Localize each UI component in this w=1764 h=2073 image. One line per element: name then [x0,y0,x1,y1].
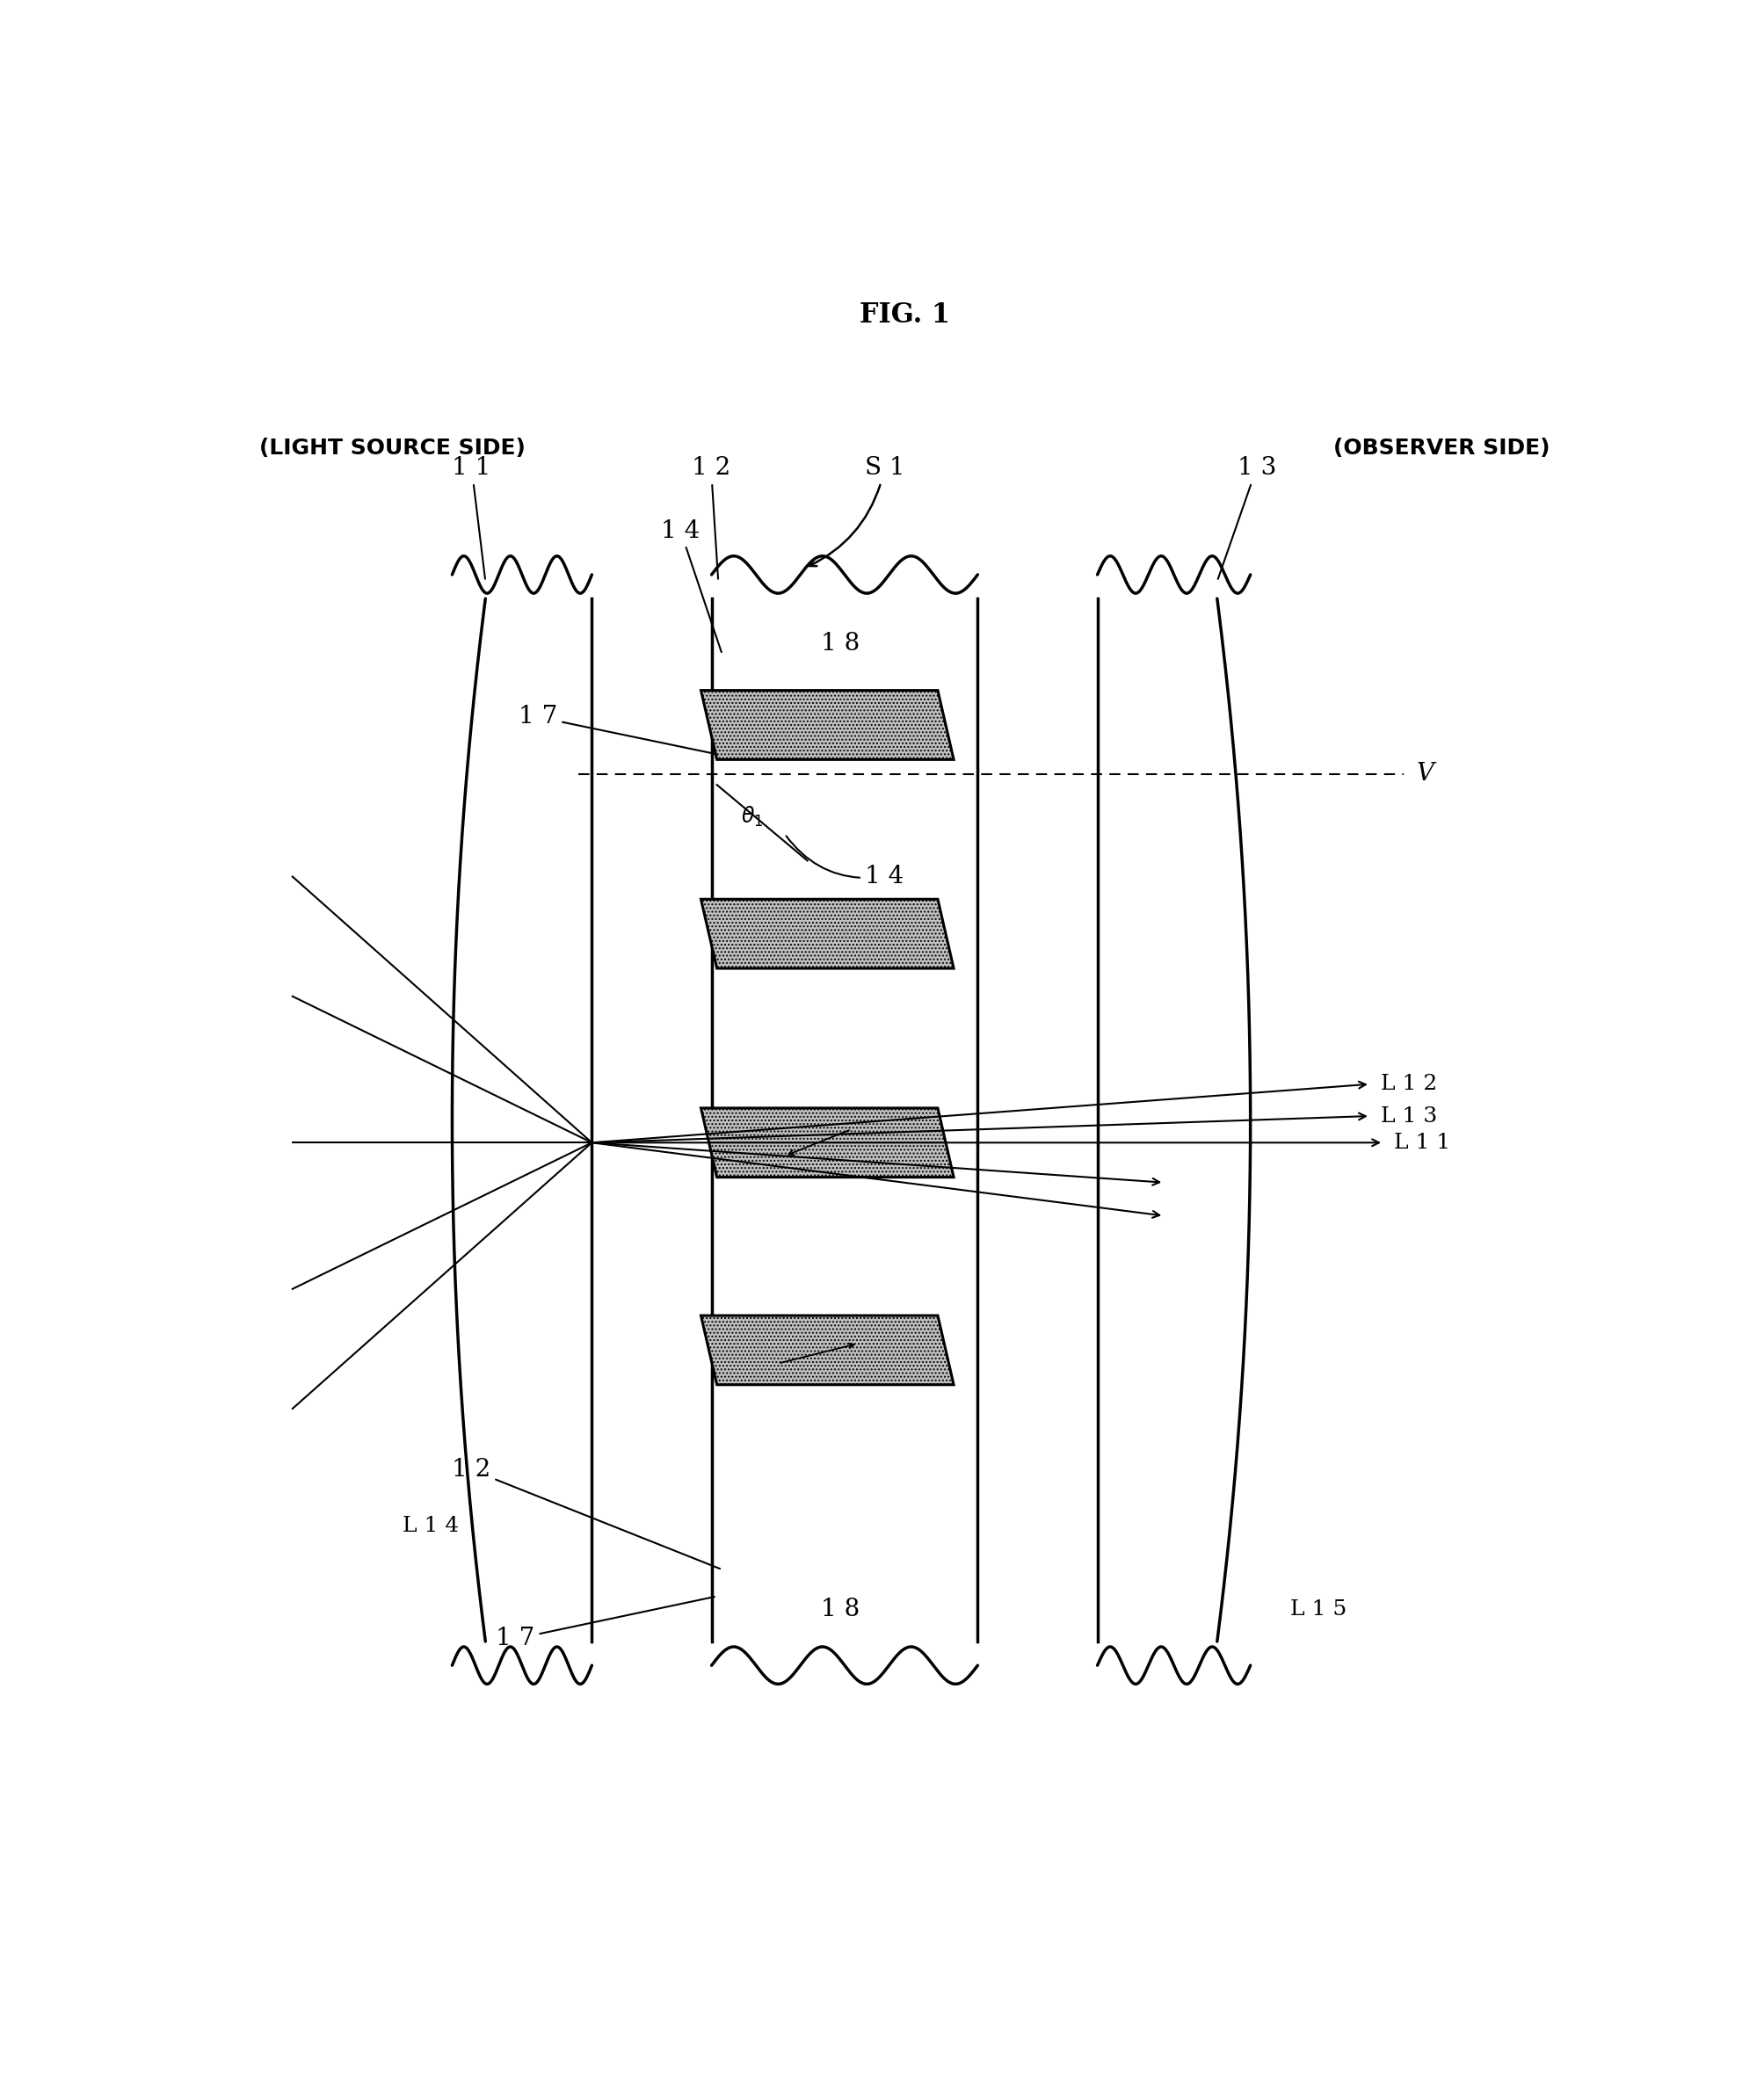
Polygon shape [700,1109,953,1177]
Text: FIG. 1: FIG. 1 [859,303,949,330]
Text: 1 8: 1 8 [820,632,859,655]
Text: 1 3: 1 3 [1217,456,1275,578]
Text: 1 4: 1 4 [662,518,721,653]
Text: 1 1: 1 1 [452,456,490,578]
Text: L 1 3: L 1 3 [1379,1105,1436,1126]
Text: L 1 5: L 1 5 [1289,1600,1346,1619]
Text: V: V [1416,763,1434,786]
Text: 1 2: 1 2 [452,1457,720,1569]
Text: (OBSERVER SIDE): (OBSERVER SIDE) [1332,437,1549,458]
Polygon shape [700,900,953,968]
Text: L 1 2: L 1 2 [1379,1074,1436,1095]
Text: 1 7: 1 7 [519,705,714,755]
Text: 1 7: 1 7 [496,1596,714,1650]
Text: 1 2: 1 2 [691,456,730,578]
Polygon shape [700,690,953,759]
Polygon shape [700,1316,953,1385]
Text: 1 8: 1 8 [820,1598,859,1621]
Text: L 1 4: L 1 4 [402,1515,459,1536]
Text: $\theta_1$: $\theta_1$ [741,804,762,829]
Text: L 1 1: L 1 1 [1394,1132,1450,1153]
Text: 1 4: 1 4 [785,835,903,889]
Text: (LIGHT SOURCE SIDE): (LIGHT SOURCE SIDE) [259,437,526,458]
Text: S 1: S 1 [808,456,905,566]
